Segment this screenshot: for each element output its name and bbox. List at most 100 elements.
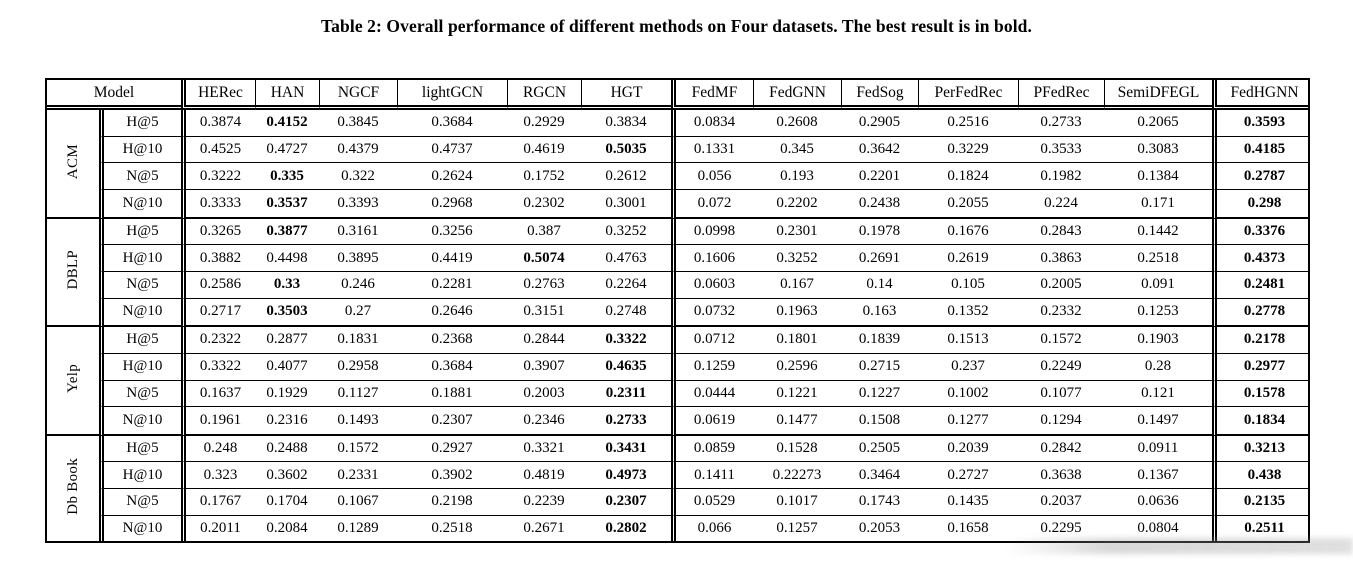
value-cell: 0.2624 (397, 163, 507, 191)
value-cell: 0.3907 (507, 354, 581, 381)
value-cell: 0.2802 (605, 519, 647, 536)
value-cell: 0.1578 (1212, 380, 1308, 408)
value-cell: 0.1658 (947, 519, 989, 536)
value-cell: 0.3376 (1212, 218, 1308, 246)
value-cell: 0.298 (1212, 190, 1308, 219)
value-cell: 0.121 (1104, 381, 1212, 408)
value-cell: 0.1442 (1104, 219, 1212, 246)
value-cell: 0.1572 (319, 436, 397, 463)
value-cell: 0.2005 (1018, 272, 1104, 299)
value-cell: 0.0834 (671, 110, 753, 137)
value-cell: 0.335 (255, 163, 319, 191)
value-cell: 0.1067 (319, 489, 397, 516)
table-row: Db Book H@5 0.248 0.2488 0.1572 0.2927 0.3321 0… (47, 435, 1308, 515)
value-cell: 0.2302 (507, 190, 581, 219)
metric-label: N@10 (99, 298, 181, 328)
value-cell: 0.4185 (1212, 136, 1308, 164)
value-cell: 0.1477 (753, 407, 841, 436)
value-cell: 0.2346 (507, 407, 581, 436)
value-cell: 0.28 (1104, 354, 1212, 381)
value-cell: 0.3322 (181, 353, 255, 381)
value-cell: 0.3503 (255, 299, 319, 328)
table-row: H@10 0.323 0.3602 0.2331 0.3902 0.4819 0.4973 0… (47, 462, 1308, 490)
table-row: N@5 0.1767 0.1704 0.1067 0.2198 0.2239 0.2307 0… (47, 489, 1308, 516)
value-cell: 0.3256 (397, 219, 507, 246)
value-cell: 0.3845 (319, 110, 397, 137)
column-header-ngcf: NGCF (319, 80, 397, 110)
value-cell: 0.3863 (1018, 245, 1104, 272)
value-cell: 0.1752 (507, 163, 581, 191)
value-cell: 0.2612 (581, 163, 671, 191)
value-cell: 0.066 (671, 515, 753, 541)
value-cell: 0.4737 (397, 137, 507, 164)
value-cell: 0.4973 (581, 462, 671, 490)
value-cell: 0.3393 (319, 190, 397, 219)
value-cell: 0.3834 (581, 110, 671, 137)
value-cell: 0.1002 (918, 381, 1018, 408)
results-table: Model HERec HAN NGCF lightGCN RGCN HGT FedMF Fe… (47, 80, 1308, 541)
value-cell: 0.0998 (671, 218, 753, 246)
value-cell: 0.2135 (1212, 489, 1308, 516)
value-cell: 0.1221 (753, 381, 841, 408)
column-header-hgt: HGT (581, 80, 671, 110)
metric-label: N@5 (99, 163, 181, 191)
value-cell: 0.1767 (181, 489, 255, 516)
value-cell: 0.2748 (581, 299, 671, 328)
table-row: Yelp H@5 0.2322 0.2877 0.1831 0.2368 0.2844 0.3… (47, 327, 1308, 436)
value-cell: 0.1367 (1104, 462, 1212, 490)
value-cell: 0.0444 (671, 380, 753, 408)
table-body: ACM H@5 0.3874 0.4152 0.3845 0.3684 0.2929 0.38… (47, 110, 1308, 541)
value-cell: 0.2968 (397, 190, 507, 219)
value-cell: 0.2778 (1212, 298, 1308, 328)
dataset-label: DBLP (64, 250, 81, 290)
column-header-semidfegl: SemiDFEGL (1104, 80, 1212, 110)
value-cell: 0.246 (319, 272, 397, 299)
value-cell: 0.3902 (397, 462, 507, 490)
metric-label: H@10 (99, 462, 181, 490)
value-cell: 0.2977 (1212, 353, 1308, 381)
value-cell: 0.2511 (1212, 515, 1308, 541)
dataset-label-cell: ACM (47, 110, 99, 219)
value-cell: 0.2201 (841, 163, 918, 191)
table-row: N@10 0.1961 0.2316 0.1493 0.2307 0.2346 0.2733… (47, 407, 1308, 436)
value-cell: 0.2198 (397, 489, 507, 516)
value-cell: 0.2307 (581, 489, 671, 516)
value-cell: 0.3252 (753, 245, 841, 272)
value-cell: 0.3213 (1212, 435, 1308, 463)
column-header-han: HAN (255, 80, 319, 110)
metric-label: N@10 (99, 515, 181, 541)
value-cell: 0.1493 (319, 407, 397, 436)
value-cell: 0.0529 (671, 489, 753, 516)
value-cell: 0.2055 (918, 190, 1018, 219)
value-cell: 0.2727 (918, 462, 1018, 490)
value-cell: 0.105 (918, 272, 1018, 299)
value-cell: 0.2927 (397, 436, 507, 463)
value-cell: 0.1017 (753, 489, 841, 516)
value-cell: 0.1289 (337, 519, 379, 536)
metric-label: H@5 (99, 327, 181, 354)
value-cell: 0.0859 (671, 435, 753, 463)
value-cell: 0.1227 (841, 381, 918, 408)
value-cell: 0.0804 (1137, 519, 1179, 536)
value-cell: 0.2844 (507, 327, 581, 354)
column-header-fedmf: FedMF (671, 80, 753, 110)
value-cell: 0.1676 (918, 219, 1018, 246)
value-cell: 0.4635 (581, 354, 671, 381)
value-cell: 0.163 (841, 299, 918, 328)
value-cell: 0.2003 (507, 381, 581, 408)
metric-label: N@10 (99, 407, 181, 436)
value-cell: 0.2281 (397, 272, 507, 299)
value-cell: 0.322 (319, 163, 397, 191)
metric-label: N@5 (99, 380, 181, 408)
dataset-label-cell: Yelp (47, 327, 99, 436)
value-cell: 0.2322 (181, 327, 255, 354)
value-cell: 0.323 (181, 462, 255, 490)
value-cell: 0.1637 (181, 380, 255, 408)
value-cell: 0.3001 (581, 190, 671, 219)
dataset-label: Db Book (64, 457, 81, 515)
value-cell: 0.2295 (1040, 519, 1082, 536)
value-cell: 0.3638 (1018, 462, 1104, 490)
value-cell: 0.2619 (918, 245, 1018, 272)
model-header-cell: Model (47, 80, 181, 110)
value-cell: 0.1831 (319, 327, 397, 354)
